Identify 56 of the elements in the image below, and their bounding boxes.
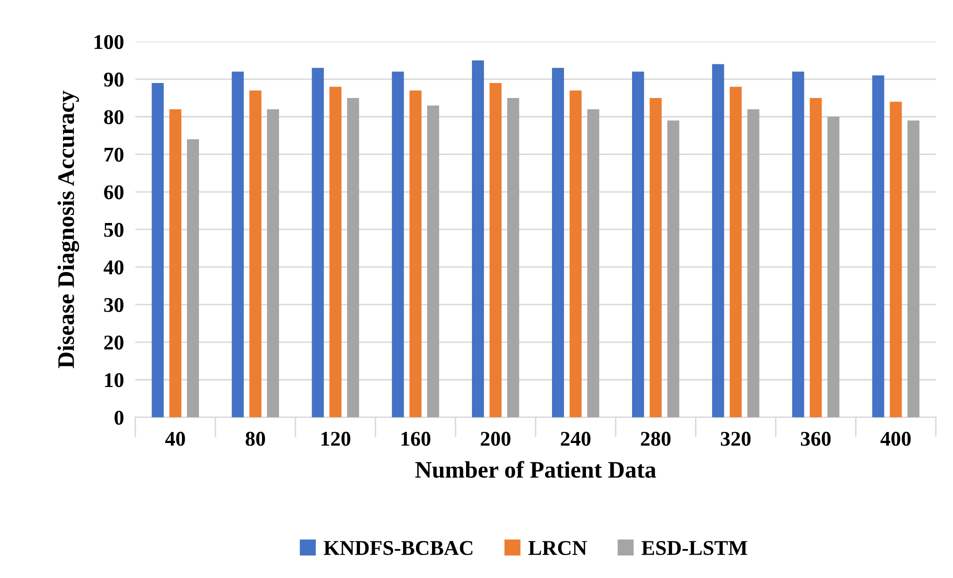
y-tick-label: 60	[104, 185, 124, 200]
bar	[427, 105, 440, 418]
legend-label: ESD-LSTM	[642, 541, 748, 556]
x-tick-label: 200	[480, 432, 510, 446]
y-tick-label: 0	[114, 410, 124, 425]
x-tick-label: 40	[165, 432, 185, 446]
bar	[650, 98, 662, 418]
bar	[632, 72, 644, 418]
bar	[410, 90, 422, 418]
x-tick-label: 400	[880, 432, 911, 446]
bar	[827, 116, 840, 418]
x-tick-label: 320	[720, 432, 751, 446]
bar	[570, 90, 582, 418]
bar	[730, 86, 742, 418]
bar	[667, 120, 680, 418]
legend-label: LRCN	[528, 541, 587, 556]
y-tick-label: 40	[104, 260, 124, 274]
x-axis-title: Number of Patient Data	[415, 460, 656, 478]
x-tick-label: 160	[402, 432, 430, 446]
bar	[152, 82, 164, 418]
bar	[907, 120, 920, 418]
bar	[507, 98, 520, 418]
bar	[232, 72, 244, 418]
bar	[587, 109, 600, 418]
y-tick-label: 20	[104, 336, 124, 350]
y-axis-title: Disease Diagnosis Accuracy	[57, 90, 80, 368]
bar	[347, 98, 360, 418]
bar	[552, 68, 564, 418]
bar	[712, 64, 724, 418]
bar	[312, 68, 324, 418]
bar	[392, 72, 404, 418]
x-tick-label: 360	[800, 432, 831, 446]
bar	[249, 90, 262, 418]
y-tick-label: 70	[104, 148, 124, 162]
bar	[267, 109, 280, 418]
y-tick-label: 90	[104, 72, 124, 87]
bar	[169, 109, 182, 418]
x-tick-label: 80	[246, 432, 266, 446]
legend-label: KNDFS-BCBAC	[324, 541, 472, 556]
y-tick-label: 50	[104, 222, 124, 237]
y-tick-label: 100	[94, 34, 124, 50]
y-tick-label: 10	[105, 373, 124, 388]
bar	[872, 75, 884, 418]
y-tick-label: 30	[104, 298, 124, 312]
bar	[329, 86, 342, 418]
x-tick-label: 240	[560, 432, 590, 446]
y-tick-label: 80	[104, 110, 124, 124]
x-tick-label: 120	[322, 432, 350, 446]
bar	[747, 109, 760, 418]
bar	[490, 82, 502, 418]
bar	[186, 139, 199, 418]
bar	[792, 72, 804, 418]
bar	[890, 102, 902, 418]
bar	[472, 60, 484, 418]
x-tick-label: 280	[640, 432, 670, 446]
bar	[810, 98, 822, 418]
